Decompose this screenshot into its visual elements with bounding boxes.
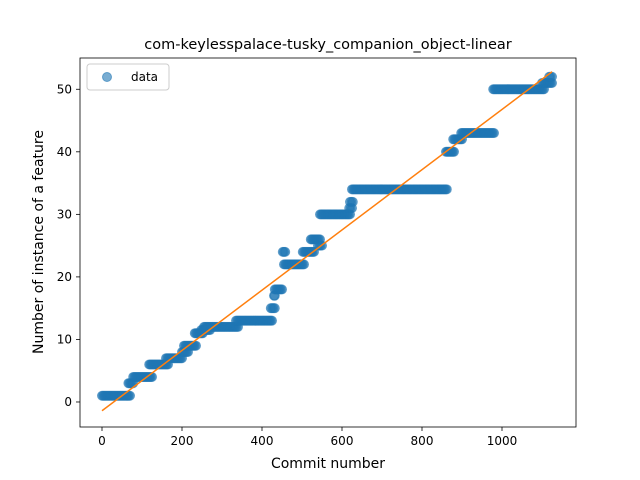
x-tick-label: 1000 [487, 434, 518, 448]
data-point [490, 129, 499, 138]
y-axis-label: Number of instance of a feature [31, 130, 47, 354]
data-point [278, 285, 287, 294]
x-tick-label: 600 [331, 434, 354, 448]
x-tick-label: 400 [251, 434, 274, 448]
y-tick-label: 40 [57, 145, 72, 159]
y-tick-label: 30 [57, 207, 72, 221]
y-tick-label: 10 [57, 332, 72, 346]
legend-label: data [131, 70, 158, 84]
legend: data [87, 64, 169, 90]
y-tick-label: 50 [57, 82, 72, 96]
data-point [268, 316, 277, 325]
x-tick-label: 0 [98, 434, 106, 448]
x-tick-label: 200 [171, 434, 194, 448]
data-point [348, 197, 357, 206]
data-point [442, 185, 451, 194]
data-point [281, 247, 290, 256]
legend-marker [103, 73, 112, 82]
x-tick-label: 800 [411, 434, 434, 448]
y-tick-label: 20 [57, 270, 72, 284]
y-tick-label: 0 [64, 395, 72, 409]
chart-title: com-keylesspalace-tusky_companion_object… [144, 37, 511, 53]
x-axis-label: Commit number [271, 456, 385, 472]
data-point [270, 304, 279, 313]
